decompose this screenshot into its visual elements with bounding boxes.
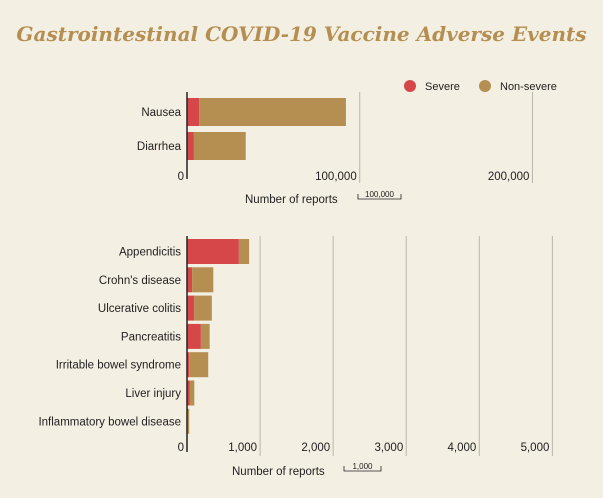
tick-label: 5,000 [521, 442, 550, 454]
bar-severe [187, 267, 193, 293]
category-label: Diarrhea [137, 141, 182, 153]
category-label: Inflammatory bowel disease [38, 416, 181, 428]
legend-swatch-non-severe [479, 80, 491, 92]
category-label: Pancreatitis [121, 331, 181, 343]
bar-severe [187, 295, 195, 321]
bar-severe [187, 239, 239, 264]
bar-non-severe [238, 239, 250, 264]
bar-non-severe [189, 352, 209, 378]
tick-label: 100,000 [315, 171, 357, 183]
bar-severe [187, 323, 201, 349]
x-axis-title: Number of reports [232, 466, 325, 478]
tick-label: 3,000 [374, 442, 403, 454]
bar-severe [187, 352, 190, 378]
bar-severe [187, 380, 190, 406]
category-label: Crohn's disease [99, 275, 181, 287]
bar-non-severe [189, 380, 195, 406]
legend-label-non-severe: Non-severe [500, 81, 557, 93]
legend-swatch-severe [404, 80, 416, 92]
legend-label-severe: Severe [425, 81, 460, 93]
tick-label: 4,000 [448, 442, 477, 454]
category-label: Liver injury [125, 388, 181, 400]
bar-non-severe [200, 323, 210, 349]
category-label: Ulcerative colitis [98, 303, 181, 315]
tick-label: 200,000 [488, 171, 530, 183]
bar-non-severe [194, 295, 212, 321]
scale-bracket [357, 194, 402, 200]
bar-non-severe [187, 408, 190, 434]
tick-label: 0 [178, 171, 184, 183]
tick-label: 0 [178, 442, 184, 454]
x-axis-title: Number of reports [245, 194, 338, 206]
scale-label: 1,000 [352, 462, 373, 471]
category-label: Irritable bowel syndrome [56, 360, 181, 372]
bar-non-severe [192, 267, 214, 293]
scale-label: 100,000 [365, 190, 394, 199]
bar-non-severe [193, 132, 246, 160]
bar-severe [187, 98, 200, 126]
tick-label: 2,000 [301, 442, 330, 454]
chart-title: Gastrointestinal COVID-19 Vaccine Advers… [16, 22, 587, 46]
tick-label: 1,000 [228, 442, 257, 454]
category-label: Appendicitis [119, 247, 181, 259]
scale-bracket [343, 466, 382, 472]
bar-non-severe [199, 98, 346, 126]
bar-severe [187, 132, 194, 160]
category-label: Nausea [141, 107, 181, 119]
